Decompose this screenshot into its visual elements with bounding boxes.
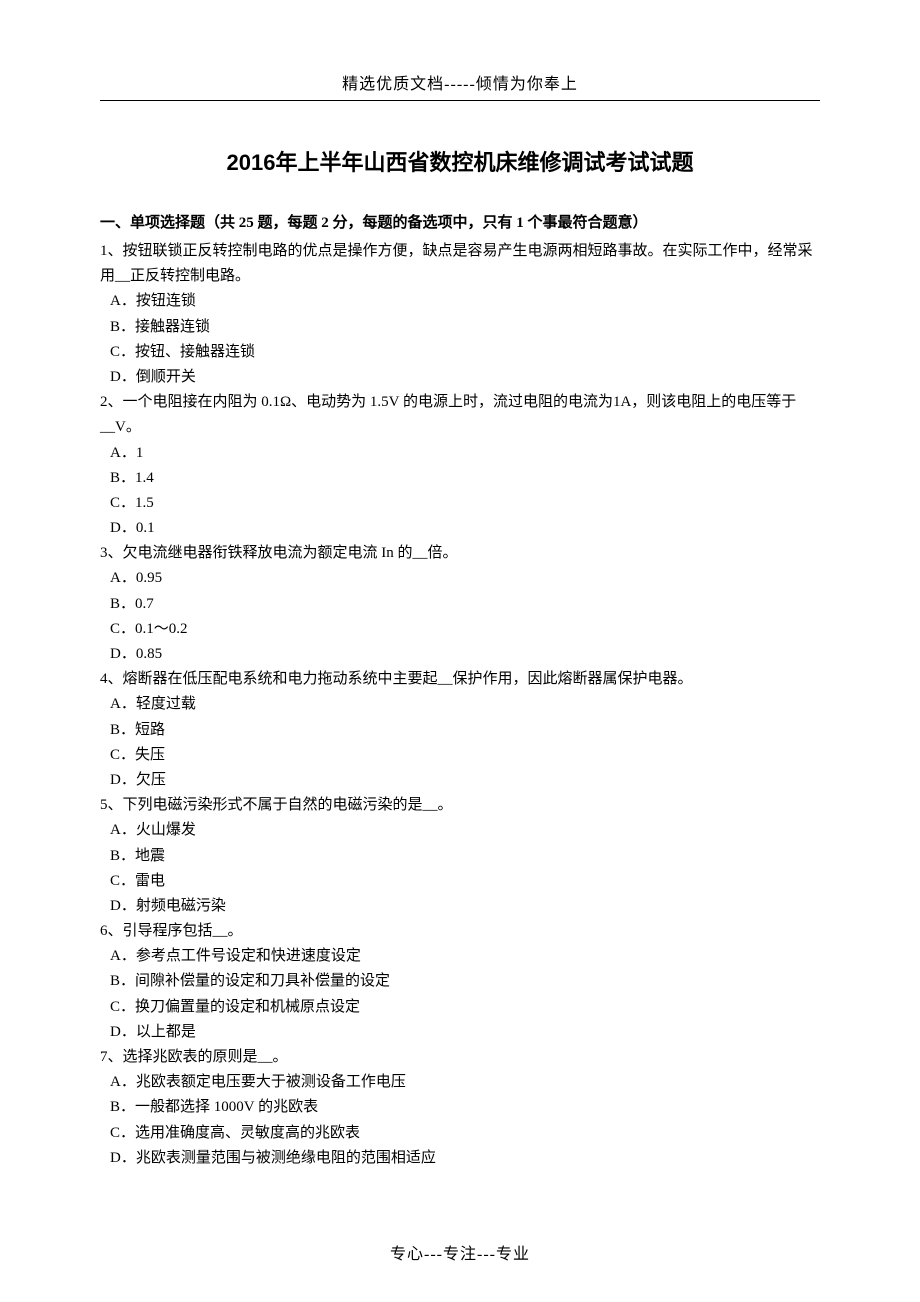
option-b: B．接触器连锁 bbox=[100, 315, 820, 340]
option-a: A．火山爆发 bbox=[100, 818, 820, 843]
page-header: 精选优质文档-----倾情为你奉上 bbox=[100, 70, 820, 94]
option-a: A．兆欧表额定电压要大于被测设备工作电压 bbox=[100, 1070, 820, 1095]
option-d: D．兆欧表测量范围与被测绝缘电阻的范围相适应 bbox=[100, 1146, 820, 1171]
option-a: A．1 bbox=[100, 441, 820, 466]
question-4: 4、熔断器在低压配电系统和电力拖动系统中主要起__保护作用，因此熔断器属保护电器… bbox=[100, 667, 820, 793]
option-d: D．0.85 bbox=[100, 642, 820, 667]
question-text: 2、一个电阻接在内阻为 0.1Ω、电动势为 1.5V 的电源上时，流过电阻的电流… bbox=[100, 390, 820, 440]
option-a: A．参考点工件号设定和快进速度设定 bbox=[100, 944, 820, 969]
option-a: A．轻度过载 bbox=[100, 692, 820, 717]
option-c: C．换刀偏置量的设定和机械原点设定 bbox=[100, 995, 820, 1020]
question-3: 3、欠电流继电器衔铁释放电流为额定电流 In 的__倍。 A．0.95 B．0.… bbox=[100, 541, 820, 667]
question-1: 1、按钮联锁正反转控制电路的优点是操作方便，缺点是容易产生电源两相短路事故。在实… bbox=[100, 239, 820, 390]
exam-title: 2016年上半年山西省数控机床维修调试考试试题 bbox=[100, 145, 820, 177]
question-7: 7、选择兆欧表的原则是__。 A．兆欧表额定电压要大于被测设备工作电压 B．一般… bbox=[100, 1045, 820, 1171]
option-d: D．欠压 bbox=[100, 768, 820, 793]
option-c: C．选用准确度高、灵敏度高的兆欧表 bbox=[100, 1121, 820, 1146]
option-c: C．1.5 bbox=[100, 491, 820, 516]
option-d: D．0.1 bbox=[100, 516, 820, 541]
option-b: B．0.7 bbox=[100, 592, 820, 617]
option-b: B．地震 bbox=[100, 844, 820, 869]
option-c: C．0.1～0.2 bbox=[100, 617, 820, 642]
question-2: 2、一个电阻接在内阻为 0.1Ω、电动势为 1.5V 的电源上时，流过电阻的电流… bbox=[100, 390, 820, 541]
question-text: 5、下列电磁污染形式不属于自然的电磁污染的是__。 bbox=[100, 793, 820, 818]
option-c: C．雷电 bbox=[100, 869, 820, 894]
question-text: 7、选择兆欧表的原则是__。 bbox=[100, 1045, 820, 1070]
option-b: B．短路 bbox=[100, 718, 820, 743]
header-underline bbox=[100, 100, 820, 101]
option-b: B．一般都选择 1000V 的兆欧表 bbox=[100, 1095, 820, 1120]
option-b: B．间隙补偿量的设定和刀具补偿量的设定 bbox=[100, 969, 820, 994]
page-footer: 专心---专注---专业 bbox=[0, 1240, 920, 1264]
option-a: A．按钮连锁 bbox=[100, 289, 820, 314]
option-a: A．0.95 bbox=[100, 566, 820, 591]
option-c: C．按钮、接触器连锁 bbox=[100, 340, 820, 365]
option-d: D．射频电磁污染 bbox=[100, 894, 820, 919]
question-text: 6、引导程序包括__。 bbox=[100, 919, 820, 944]
question-text: 1、按钮联锁正反转控制电路的优点是操作方便，缺点是容易产生电源两相短路事故。在实… bbox=[100, 239, 820, 289]
option-b: B．1.4 bbox=[100, 466, 820, 491]
option-c: C．失压 bbox=[100, 743, 820, 768]
question-text: 3、欠电流继电器衔铁释放电流为额定电流 In 的__倍。 bbox=[100, 541, 820, 566]
question-6: 6、引导程序包括__。 A．参考点工件号设定和快进速度设定 B．间隙补偿量的设定… bbox=[100, 919, 820, 1045]
question-text: 4、熔断器在低压配电系统和电力拖动系统中主要起__保护作用，因此熔断器属保护电器… bbox=[100, 667, 820, 692]
option-d: D．倒顺开关 bbox=[100, 365, 820, 390]
question-5: 5、下列电磁污染形式不属于自然的电磁污染的是__。 A．火山爆发 B．地震 C．… bbox=[100, 793, 820, 919]
option-d: D．以上都是 bbox=[100, 1020, 820, 1045]
section-heading: 一、单项选择题（共 25 题，每题 2 分，每题的备选项中，只有 1 个事最符合… bbox=[100, 211, 820, 235]
